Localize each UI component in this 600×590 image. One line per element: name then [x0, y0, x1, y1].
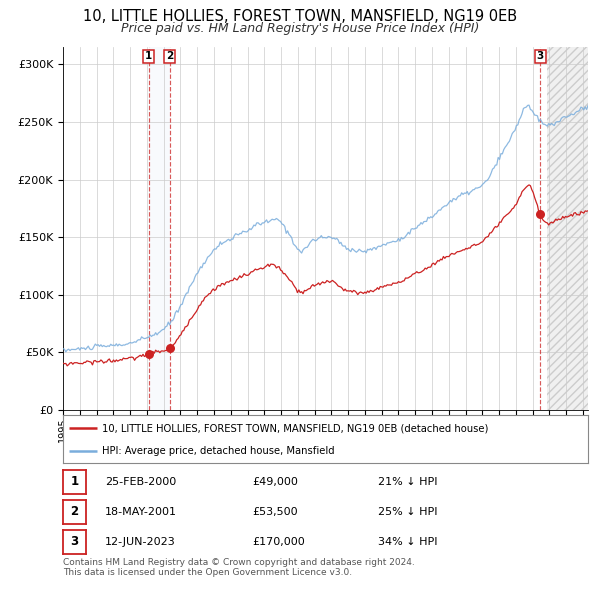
Text: 1: 1 — [70, 476, 79, 489]
Text: 12-JUN-2023: 12-JUN-2023 — [105, 537, 176, 547]
Text: Contains HM Land Registry data © Crown copyright and database right 2024.: Contains HM Land Registry data © Crown c… — [63, 558, 415, 566]
Text: 3: 3 — [70, 536, 79, 549]
Text: £49,000: £49,000 — [252, 477, 298, 487]
Text: 10, LITTLE HOLLIES, FOREST TOWN, MANSFIELD, NG19 0EB: 10, LITTLE HOLLIES, FOREST TOWN, MANSFIE… — [83, 9, 517, 24]
Text: 2: 2 — [166, 51, 173, 61]
Text: 25% ↓ HPI: 25% ↓ HPI — [378, 507, 437, 517]
Bar — [149, 47, 170, 410]
Text: 3: 3 — [536, 51, 544, 61]
Text: £170,000: £170,000 — [252, 537, 305, 547]
Text: 21% ↓ HPI: 21% ↓ HPI — [378, 477, 437, 487]
Text: 18-MAY-2001: 18-MAY-2001 — [105, 507, 177, 517]
Text: 25-FEB-2000: 25-FEB-2000 — [105, 477, 176, 487]
Text: 10, LITTLE HOLLIES, FOREST TOWN, MANSFIELD, NG19 0EB (detached house): 10, LITTLE HOLLIES, FOREST TOWN, MANSFIE… — [103, 423, 489, 433]
Bar — [547, 47, 596, 410]
Bar — [547, 47, 596, 410]
Text: HPI: Average price, detached house, Mansfield: HPI: Average price, detached house, Mans… — [103, 445, 335, 455]
Text: This data is licensed under the Open Government Licence v3.0.: This data is licensed under the Open Gov… — [63, 568, 352, 576]
Text: 1: 1 — [145, 51, 152, 61]
Text: 34% ↓ HPI: 34% ↓ HPI — [378, 537, 437, 547]
Text: 2: 2 — [70, 506, 79, 519]
Text: £53,500: £53,500 — [252, 507, 298, 517]
Text: Price paid vs. HM Land Registry's House Price Index (HPI): Price paid vs. HM Land Registry's House … — [121, 22, 479, 35]
